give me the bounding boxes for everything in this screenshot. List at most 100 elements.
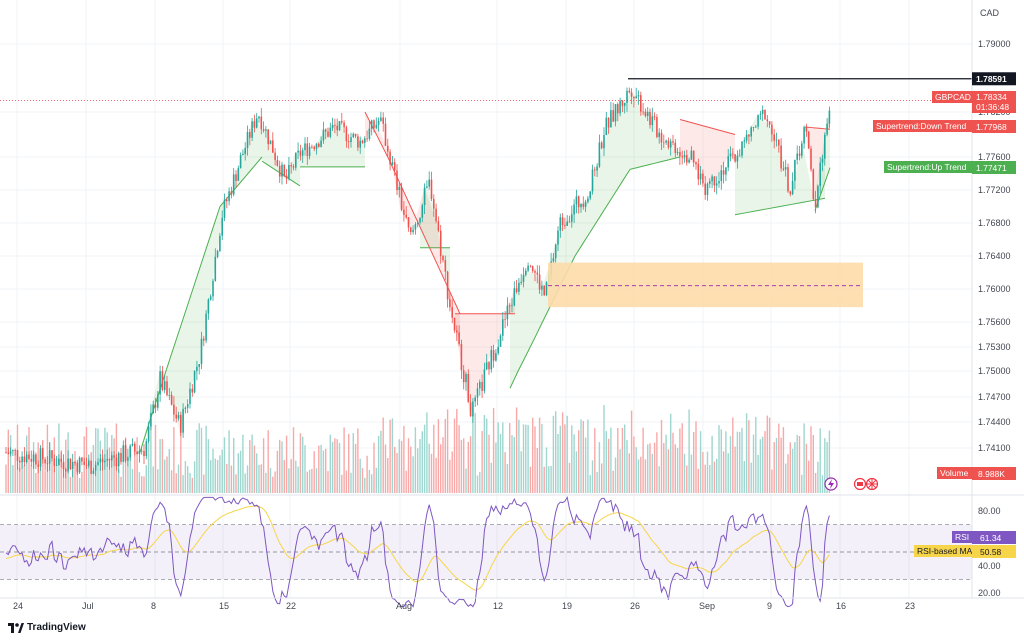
candle-body [334,124,336,126]
candle-body [387,145,389,152]
volume-bar [584,437,587,493]
volume-bar [649,443,651,493]
volume-bar [559,425,561,493]
candle-body [679,151,681,157]
flash-icon[interactable] [824,477,838,491]
volume-bar [591,460,594,493]
volume-bar [598,442,601,493]
volume-bar [118,468,120,493]
candle-body [462,370,465,383]
volume-bar [152,466,154,493]
supertrend-bands [139,92,831,453]
candle-body [433,198,435,209]
candle-body [663,142,665,144]
candle-body [320,140,322,147]
candle-body [262,129,265,131]
candle-body [246,132,249,148]
tradingview-brand[interactable]: TradingView [8,622,86,633]
candle-body [30,458,33,462]
candle-body [180,414,182,433]
flag-gb-icon[interactable] [865,477,879,491]
price-tick: 1.74700 [978,392,1011,402]
svg-text:RSI-based MA: RSI-based MA [917,546,973,556]
time-axis[interactable]: 24 Jul 8 15 22 Aug 12 19 26 Sep 9 16 23 [13,601,915,611]
volume-bar [251,434,253,493]
candle-body [23,456,26,463]
candle-body [414,224,417,230]
candle-body [552,258,555,262]
volume-bar [442,437,444,493]
volume-bar [164,459,166,493]
volume-bar [65,439,67,493]
candle-body [734,154,736,162]
rsi-pane[interactable] [0,495,972,608]
volume-bar [520,451,522,493]
volume-bar [808,460,810,493]
candle-body [789,191,792,195]
flag-ca-icon[interactable] [853,477,867,491]
svg-text:Supertrend:Up Trend: Supertrend:Up Trend [887,162,967,172]
candle-body [543,285,545,296]
candle-body [221,217,223,236]
volume-bar [610,427,612,493]
volume-bar [670,413,672,493]
candle-body [582,203,585,207]
volume-bar [230,465,233,493]
volume-bar [628,453,630,493]
volume-bar [495,442,497,493]
volume-bar [743,461,745,493]
volume-bar [173,427,175,493]
volume-bar [706,451,709,493]
volume-bar [676,447,679,493]
candle-body [506,305,509,320]
volume-bar [644,459,647,493]
candle-body [467,373,470,403]
candle-body [520,281,522,283]
volume-bar [672,432,674,493]
volume-bar [354,443,357,493]
candle-body [338,121,341,131]
candle-body [97,462,99,465]
volume-bar [246,465,249,493]
price-pane[interactable] [0,0,972,494]
candle-body [775,139,778,141]
volume-bar [120,476,122,493]
candle-body [773,134,775,141]
volume-bar [193,461,196,493]
volume-bar [281,441,283,493]
candle-body [766,119,769,122]
candle-body [168,395,171,396]
candle-body [791,180,794,195]
svg-text:1.78334: 1.78334 [976,92,1007,102]
volume-bar [398,439,400,493]
candle-body [69,458,72,470]
volume-bar [129,455,131,493]
candle-body [483,369,486,391]
candle-body [288,164,290,179]
volume-bar [325,448,327,493]
volume-bar [368,469,371,493]
candle-body [757,114,759,127]
candle-body [644,111,647,116]
candle-body [502,319,504,336]
volume-bar [798,436,801,493]
candle-body [131,443,134,446]
volume-bar [697,468,699,493]
candle-body [145,441,148,457]
candle-body [189,388,191,405]
volume-bar [764,431,766,493]
volume-bar [665,434,667,493]
volume-bar [78,477,81,493]
volume-bar [168,449,170,493]
candle-body [688,159,690,163]
candle-body [490,350,493,370]
volume-bar [44,470,46,493]
candle-body [495,353,497,361]
volume-bar [244,473,246,493]
volume-bar [653,442,656,493]
volume-bar [283,460,285,493]
supertrend-up-tag: Supertrend:Up Trend 1.77471 [884,161,1016,174]
volume-bar [338,442,341,493]
supertrend-up-fill [420,186,450,308]
